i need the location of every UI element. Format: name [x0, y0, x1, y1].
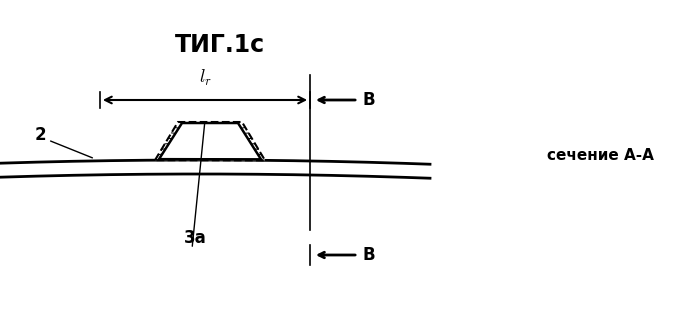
Text: ΤИГ.1c: ΤИГ.1c	[175, 33, 265, 57]
Text: B: B	[362, 91, 375, 109]
Polygon shape	[159, 123, 261, 159]
Polygon shape	[0, 160, 430, 178]
Text: 2: 2	[34, 126, 46, 144]
Text: 3a: 3a	[183, 229, 206, 247]
Polygon shape	[155, 122, 265, 160]
Text: сечение A-A: сечение A-A	[547, 147, 653, 163]
Text: $l_r$: $l_r$	[199, 68, 211, 88]
Text: B: B	[362, 246, 375, 264]
